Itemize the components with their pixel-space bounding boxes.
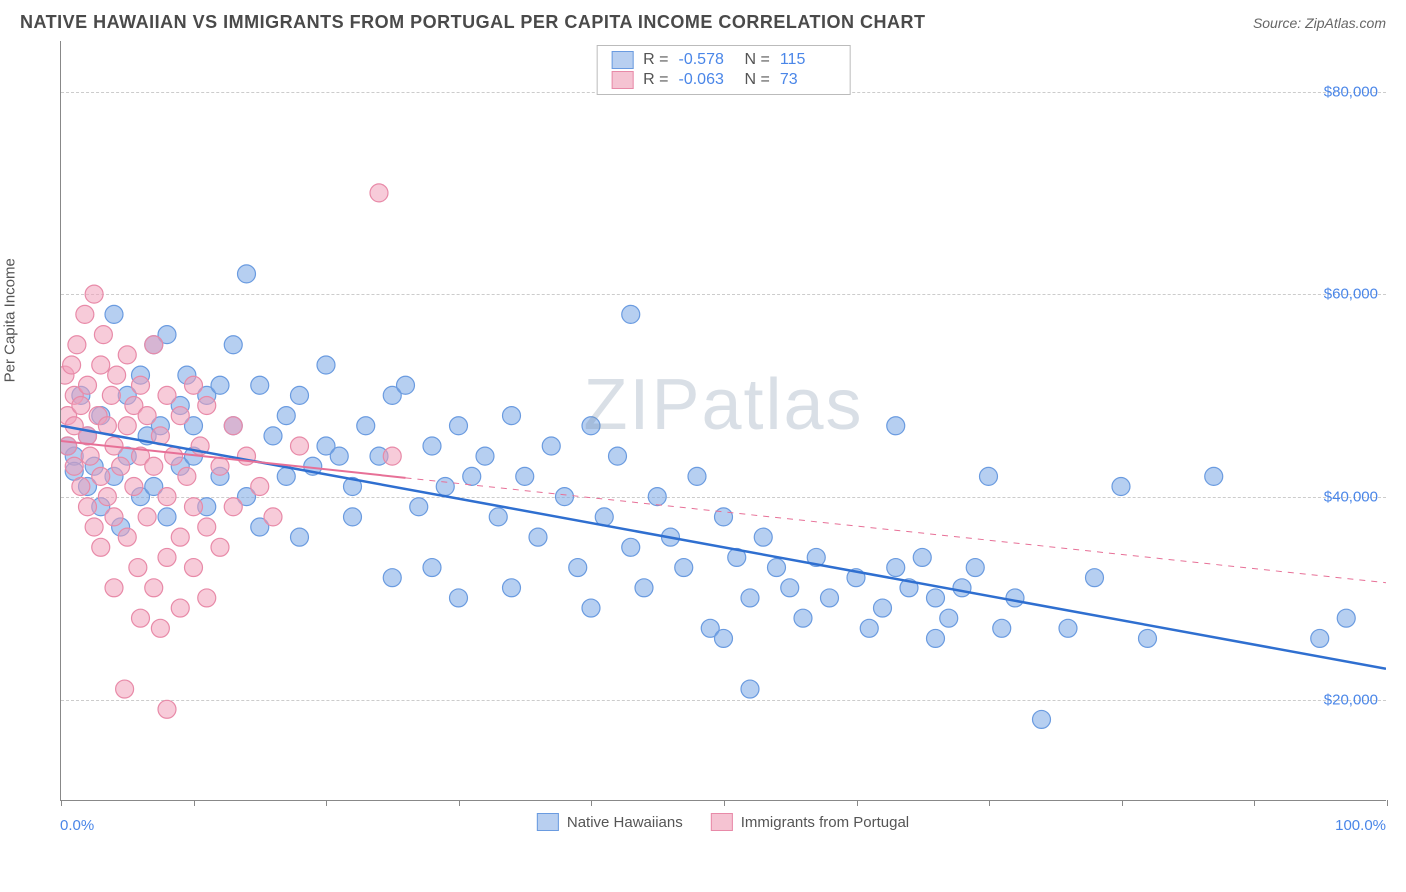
x-axis-min-label: 0.0% [60,817,94,834]
r-value: -0.063 [679,71,735,89]
chart-container: Per Capita Income ZIPatlas R =-0.578N =1… [20,41,1386,831]
legend-swatch [611,51,633,69]
legend-item: Native Hawaiians [537,813,683,831]
series-legend: Native Hawaiians Immigrants from Portugal [537,813,909,831]
correlation-legend-row: R = -0.063 N = 73 [611,70,836,90]
trend-line-extrapolated [405,478,1385,583]
y-axis-label: Per Capita Income [2,258,19,382]
r-label: R = [643,51,668,69]
scatter-plot: ZIPatlas R =-0.578N =115R =-0.063N =73 $… [60,41,1386,801]
n-value: 115 [780,51,836,69]
r-label: R = [643,71,668,89]
legend-swatch [537,813,559,831]
legend-swatch [711,813,733,831]
legend-label: Native Hawaiians [567,814,683,831]
correlation-legend-row: R = -0.578 N = 115 [611,50,836,70]
header: NATIVE HAWAIIAN VS IMMIGRANTS FROM PORTU… [0,0,1406,41]
source-credit: Source: ZipAtlas.com [1253,15,1386,31]
correlation-legend: R = -0.578 N = 115 R = -0.063 N = 73 [596,45,851,95]
n-label: N = [745,51,770,69]
x-axis-max-label: 100.0% [1335,817,1386,834]
trend-lines-layer [61,41,1386,800]
legend-label: Immigrants from Portugal [741,814,909,831]
trend-line [61,441,405,478]
n-value: 73 [780,71,836,89]
chart-title: NATIVE HAWAIIAN VS IMMIGRANTS FROM PORTU… [20,12,926,33]
x-axis-labels: 0.0% 100.0% Native Hawaiians Immigrants f… [60,801,1386,831]
legend-item: Immigrants from Portugal [711,813,909,831]
n-label: N = [745,71,770,89]
x-tick [1387,800,1388,806]
r-value: -0.578 [679,51,735,69]
legend-swatch [611,71,633,89]
